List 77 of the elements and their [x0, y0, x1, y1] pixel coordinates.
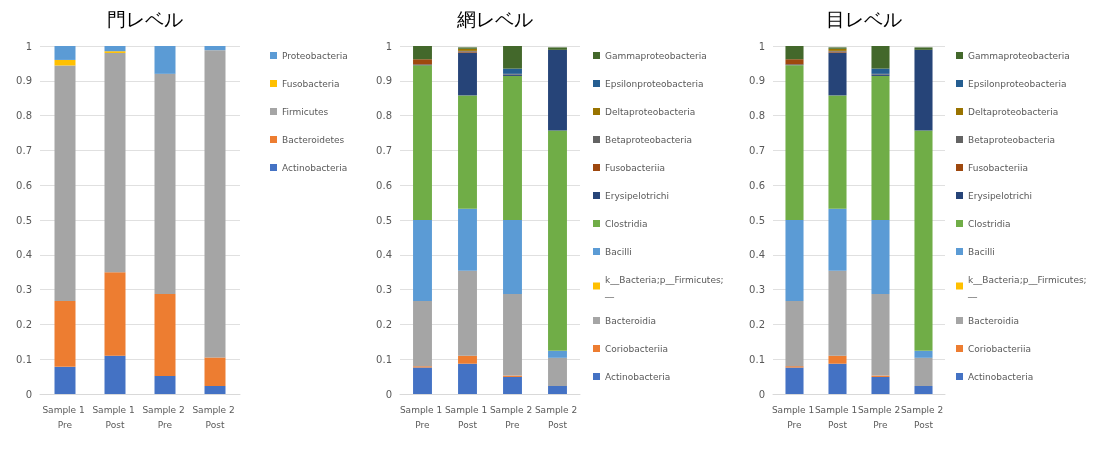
legend-label: Bacteroidetes: [282, 134, 345, 145]
legend-label: Fusobacteriia: [605, 162, 666, 173]
legend-label: Clostridia: [968, 218, 1011, 229]
y-tick-label: 0.1: [749, 353, 765, 365]
x-tick-label: Sample 1 Post: [92, 404, 138, 430]
y-tick-label: 0.6: [749, 179, 765, 191]
y-tick-label: 0.3: [749, 284, 765, 296]
y-tick-label: 0.2: [749, 318, 765, 330]
legend-label: Betaproteobacteria: [605, 134, 693, 145]
y-tick-label: 0.3: [376, 284, 392, 296]
x-tick-label: Sample 1 Post: [444, 404, 491, 430]
legend-label: Proteobacteria: [282, 50, 348, 61]
legend-label: Bacteroidia: [968, 315, 1019, 326]
chart-title: 網レベル: [456, 7, 533, 30]
y-tick-label: 0.6: [16, 179, 32, 191]
legend-label: Bacteroidia: [605, 315, 656, 326]
legend-label: Deltaproteobacteria: [605, 106, 696, 117]
chart-title: 目レベル: [826, 7, 902, 30]
legend-label: Epsilonproteobacteria: [605, 78, 704, 89]
y-tick-label: 0.1: [16, 353, 32, 365]
x-tick-label: Sample 1 Pre: [771, 404, 815, 430]
y-tick-label: 0.2: [16, 318, 32, 330]
legend-label: k__Bacteria;p__Firmicutes;__: [604, 274, 724, 298]
legend-label: Actinobacteria: [605, 371, 671, 382]
x-tick-label: Sample 2 Pre: [857, 404, 901, 430]
legend-label: Coriobacteriia: [968, 343, 1031, 354]
legend-label: Coriobacteriia: [605, 343, 668, 354]
y-tick-label: 0.6: [376, 179, 392, 191]
y-tick-label: 0.9: [16, 75, 32, 87]
legend-label: Deltaproteobacteria: [968, 106, 1059, 117]
chart-title: 門レベル: [107, 7, 183, 30]
y-tick-label: 0.7: [376, 144, 392, 156]
x-tick-label: Sample 1 Pre: [399, 404, 446, 430]
y-tick-label: 0.8: [16, 110, 32, 122]
legend-label: Bacilli: [605, 246, 632, 257]
legend-label: Clostridia: [605, 218, 648, 229]
legend-label: Gammaproteobacteria: [968, 50, 1070, 61]
y-tick-label: 0.7: [749, 144, 765, 156]
y-tick-label: 0.8: [376, 110, 392, 122]
legend-label: Betaproteobacteria: [968, 134, 1056, 145]
legend-label: Erysipelotrichi: [605, 190, 670, 201]
y-tick-label: 0.4: [16, 249, 32, 261]
x-tick-label: Sample 2 Pre: [489, 404, 536, 430]
legend-label: Bacilli: [968, 246, 995, 257]
y-tick-label: 0: [385, 388, 392, 400]
y-tick-label: 1: [385, 40, 392, 52]
y-tick-label: 0.7: [16, 144, 32, 156]
y-tick-label: 0: [25, 388, 32, 400]
y-tick-label: 0.9: [749, 75, 765, 87]
y-tick-label: 0.8: [749, 110, 765, 122]
legend-label: Fusobacteria: [282, 78, 340, 89]
legend-label: k__Bacteria;p__Firmicutes;__: [967, 274, 1087, 298]
y-tick-label: 0.5: [749, 214, 765, 226]
y-tick-label: 0: [758, 388, 765, 400]
y-tick-label: 1: [25, 40, 32, 52]
x-tick-label: Sample 2 Post: [534, 404, 581, 430]
legend-label: Actinobacteria: [282, 162, 348, 173]
legend-label: Firmicutes: [282, 106, 329, 117]
y-tick-label: 0.5: [376, 214, 392, 226]
y-tick-label: 0.4: [376, 249, 392, 261]
y-tick-label: 0.1: [376, 353, 392, 365]
x-tick-label: Sample 1 Pre: [42, 404, 88, 430]
legend-label: Fusobacteriia: [968, 162, 1029, 173]
x-tick-label: Sample 1 Post: [814, 404, 858, 430]
legend-label: Epsilonproteobacteria: [968, 78, 1067, 89]
x-tick-label: Sample 2 Post: [900, 404, 947, 430]
legend-label: Gammaproteobacteria: [605, 50, 707, 61]
legend-label: Erysipelotrichi: [968, 190, 1033, 201]
y-tick-label: 1: [758, 40, 765, 52]
legend-label: Actinobacteria: [968, 371, 1034, 382]
x-tick-label: Sample 2 Pre: [142, 404, 188, 430]
y-tick-label: 0.2: [376, 318, 392, 330]
y-tick-label: 0.3: [16, 284, 32, 296]
y-tick-label: 0.9: [376, 75, 392, 87]
y-tick-label: 0.5: [16, 214, 32, 226]
x-tick-label: Sample 2 Post: [192, 404, 238, 430]
y-tick-label: 0.4: [749, 249, 765, 261]
